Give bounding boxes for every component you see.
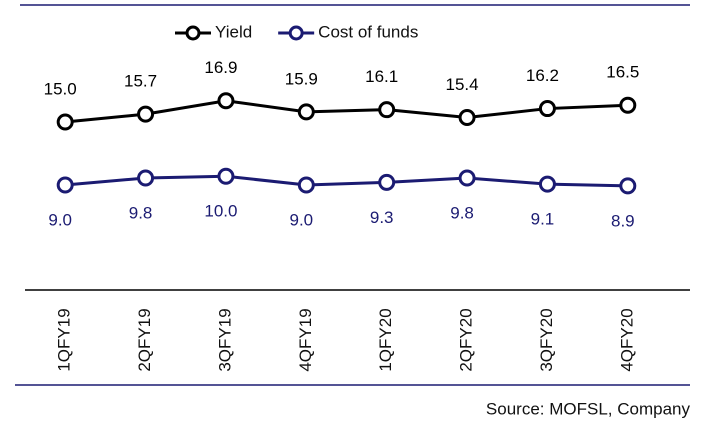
legend-marker: [288, 25, 304, 41]
data-label: 15.4: [446, 75, 479, 94]
legend-label: Cost of funds: [318, 22, 418, 41]
data-label: 9.8: [450, 203, 474, 222]
point: [538, 100, 556, 118]
data-label: 9.0: [289, 210, 313, 229]
x-tick-label: 3QFY19: [215, 308, 234, 371]
x-tick-label: 3QFY20: [537, 308, 556, 371]
x-tick-label: 4QFY19: [296, 308, 315, 371]
x-tick-label: 1QFY20: [376, 308, 395, 371]
point: [297, 103, 315, 121]
data-label: 9.1: [531, 210, 555, 229]
point: [538, 175, 556, 193]
data-label: 16.2: [526, 66, 559, 85]
point: [619, 177, 637, 195]
data-label: 9.3: [370, 208, 394, 227]
point: [137, 169, 155, 187]
x-tick-label: 2QFY20: [457, 308, 476, 371]
data-label: 16.9: [204, 58, 237, 77]
point: [378, 173, 396, 191]
data-label: 9.0: [48, 210, 72, 229]
point: [217, 92, 235, 110]
point: [56, 113, 74, 131]
point: [378, 101, 396, 119]
source: Source: MOFSL, Company: [486, 399, 691, 418]
x-tick-label: 2QFY19: [135, 308, 154, 371]
point: [297, 176, 315, 194]
data-label: 15.0: [44, 79, 77, 98]
data-label: 9.8: [129, 203, 153, 222]
data-label: 10.0: [204, 202, 237, 221]
data-label: 16.5: [606, 63, 639, 82]
point: [458, 109, 476, 127]
x-tick-label: 1QFY19: [55, 308, 74, 371]
point: [458, 169, 476, 187]
data-label: 8.9: [611, 211, 635, 230]
legend-marker: [185, 25, 201, 41]
point: [56, 176, 74, 194]
data-label: 15.7: [124, 72, 157, 91]
series-line: [65, 99, 628, 124]
x-tick-label: 4QFY20: [617, 308, 636, 371]
series-line: [65, 174, 628, 188]
data-label: 15.9: [285, 69, 318, 88]
legend-label: Yield: [215, 22, 252, 41]
data-label: 16.1: [365, 67, 398, 86]
point: [217, 167, 235, 185]
point: [619, 96, 637, 114]
point: [137, 105, 155, 123]
